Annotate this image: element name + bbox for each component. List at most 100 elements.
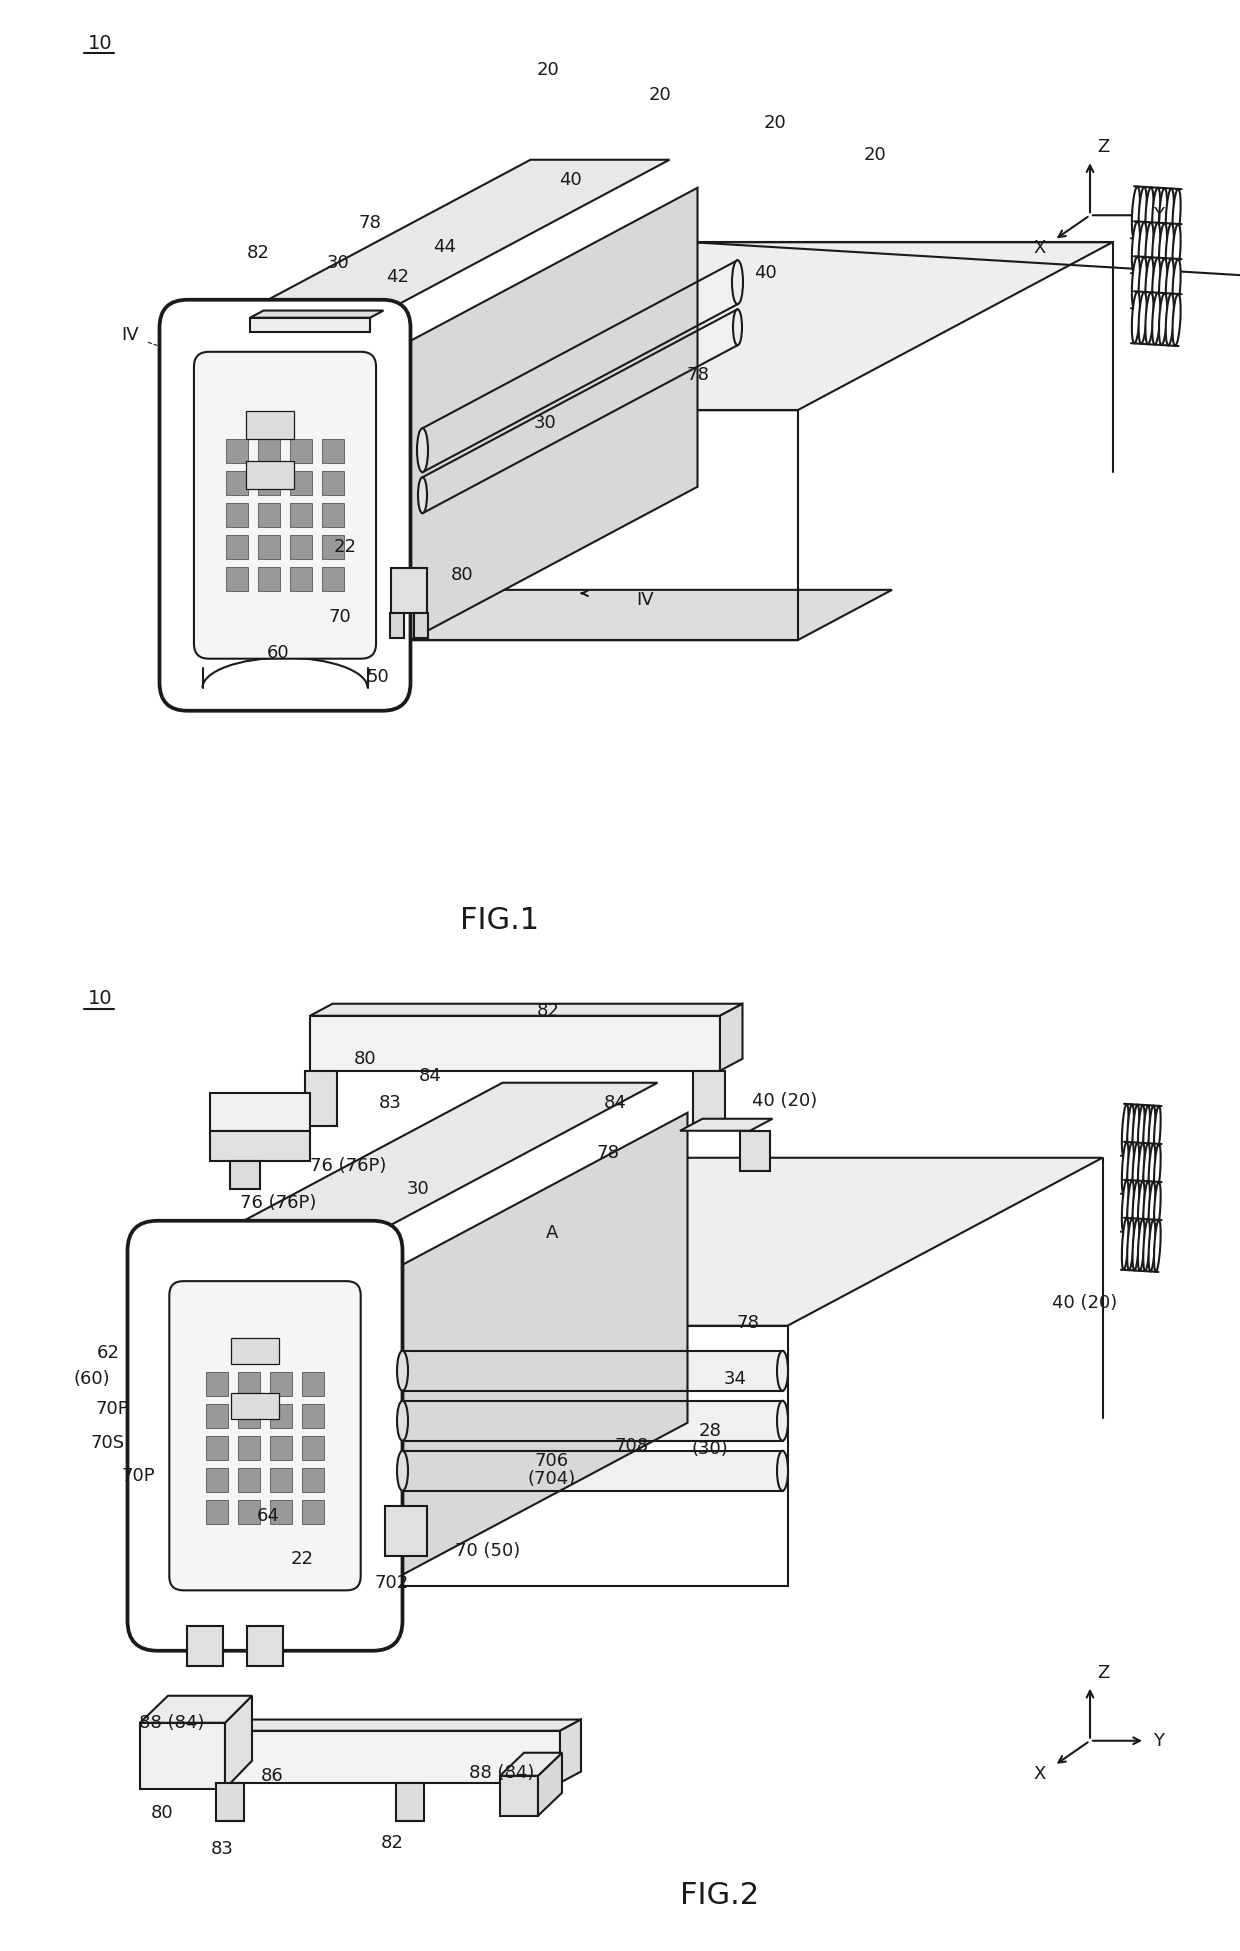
Ellipse shape [1138, 258, 1147, 308]
Text: 34: 34 [723, 1370, 746, 1387]
Text: 88 (84): 88 (84) [139, 1713, 205, 1732]
Text: Z: Z [1097, 139, 1109, 156]
Text: 83: 83 [378, 1095, 402, 1112]
Text: 70P: 70P [122, 1467, 155, 1485]
Bar [238, 1467, 260, 1493]
Polygon shape [195, 1731, 560, 1783]
Polygon shape [377, 1452, 782, 1491]
Bar [290, 568, 312, 591]
Text: Y: Y [1153, 207, 1164, 224]
Bar [322, 535, 343, 560]
Bar [303, 1405, 324, 1428]
Bar [258, 568, 280, 591]
Bar [231, 1338, 279, 1364]
FancyBboxPatch shape [193, 351, 376, 659]
Text: 70P: 70P [95, 1399, 129, 1418]
Text: X: X [1033, 240, 1045, 258]
Ellipse shape [1148, 1143, 1156, 1196]
Polygon shape [680, 1118, 773, 1132]
Polygon shape [500, 1752, 562, 1775]
Text: 78: 78 [687, 367, 709, 384]
Text: 28: 28 [698, 1422, 722, 1440]
Polygon shape [305, 1071, 337, 1126]
Bar [258, 535, 280, 560]
Polygon shape [216, 160, 670, 328]
Text: 88 (84): 88 (84) [469, 1764, 534, 1781]
Polygon shape [740, 1132, 770, 1171]
Bar [303, 1436, 324, 1459]
Text: IV: IV [636, 591, 653, 609]
Ellipse shape [1127, 1217, 1133, 1270]
Ellipse shape [1146, 222, 1153, 275]
Ellipse shape [1148, 1106, 1156, 1157]
Text: (704): (704) [528, 1469, 577, 1489]
Polygon shape [247, 1625, 283, 1666]
Text: 702: 702 [374, 1574, 409, 1592]
Ellipse shape [1143, 1143, 1149, 1196]
Bar [238, 1372, 260, 1395]
Ellipse shape [1154, 1219, 1161, 1272]
Text: 40: 40 [754, 263, 776, 283]
Polygon shape [391, 568, 427, 613]
Bar [322, 472, 343, 496]
Text: Z: Z [1097, 1664, 1109, 1682]
Ellipse shape [1173, 295, 1180, 345]
Ellipse shape [1132, 187, 1140, 238]
Polygon shape [382, 187, 697, 656]
Polygon shape [377, 1350, 782, 1391]
Text: 78: 78 [737, 1313, 759, 1333]
Ellipse shape [1138, 222, 1147, 273]
Text: 44: 44 [434, 238, 456, 256]
Ellipse shape [1138, 1180, 1145, 1233]
Bar [303, 1467, 324, 1493]
Text: 40: 40 [559, 172, 582, 189]
Ellipse shape [1132, 1143, 1140, 1194]
Ellipse shape [1146, 258, 1153, 308]
Text: 42: 42 [387, 267, 409, 287]
Ellipse shape [1159, 187, 1167, 240]
Bar [206, 1500, 228, 1524]
Bar [290, 472, 312, 496]
Polygon shape [367, 1157, 1102, 1327]
Ellipse shape [1132, 256, 1140, 308]
Ellipse shape [1127, 1180, 1133, 1233]
Ellipse shape [1159, 222, 1167, 275]
Text: 84: 84 [419, 1067, 441, 1085]
Ellipse shape [1122, 1141, 1128, 1194]
Bar [206, 1405, 228, 1428]
Bar [258, 503, 280, 527]
Text: 40 (20): 40 (20) [753, 1093, 817, 1110]
Bar [322, 439, 343, 462]
Text: Y: Y [1153, 1732, 1164, 1750]
Ellipse shape [397, 1401, 408, 1440]
Ellipse shape [1138, 1104, 1145, 1157]
Polygon shape [224, 1695, 252, 1789]
Bar [226, 568, 248, 591]
Bar [206, 1372, 228, 1395]
Polygon shape [210, 1132, 310, 1161]
Text: 60: 60 [267, 644, 289, 661]
Polygon shape [413, 613, 428, 638]
Text: (30): (30) [692, 1440, 728, 1457]
Ellipse shape [1127, 1104, 1133, 1157]
Ellipse shape [1173, 224, 1180, 275]
Bar [258, 439, 280, 462]
Text: 86: 86 [260, 1768, 284, 1785]
Bar [231, 1393, 279, 1418]
Ellipse shape [1122, 1104, 1128, 1155]
Ellipse shape [1132, 222, 1140, 273]
Bar [290, 439, 312, 462]
Ellipse shape [1148, 1219, 1156, 1272]
Text: 20: 20 [537, 60, 559, 80]
Polygon shape [423, 259, 738, 472]
Ellipse shape [1166, 259, 1174, 310]
FancyBboxPatch shape [160, 300, 410, 710]
Text: 20: 20 [649, 86, 671, 103]
Text: 70S: 70S [91, 1434, 125, 1452]
Bar [290, 503, 312, 527]
Text: 64: 64 [257, 1506, 279, 1526]
Text: 83: 83 [211, 1840, 233, 1857]
Polygon shape [250, 318, 370, 332]
Ellipse shape [1152, 187, 1161, 240]
Polygon shape [423, 310, 738, 513]
